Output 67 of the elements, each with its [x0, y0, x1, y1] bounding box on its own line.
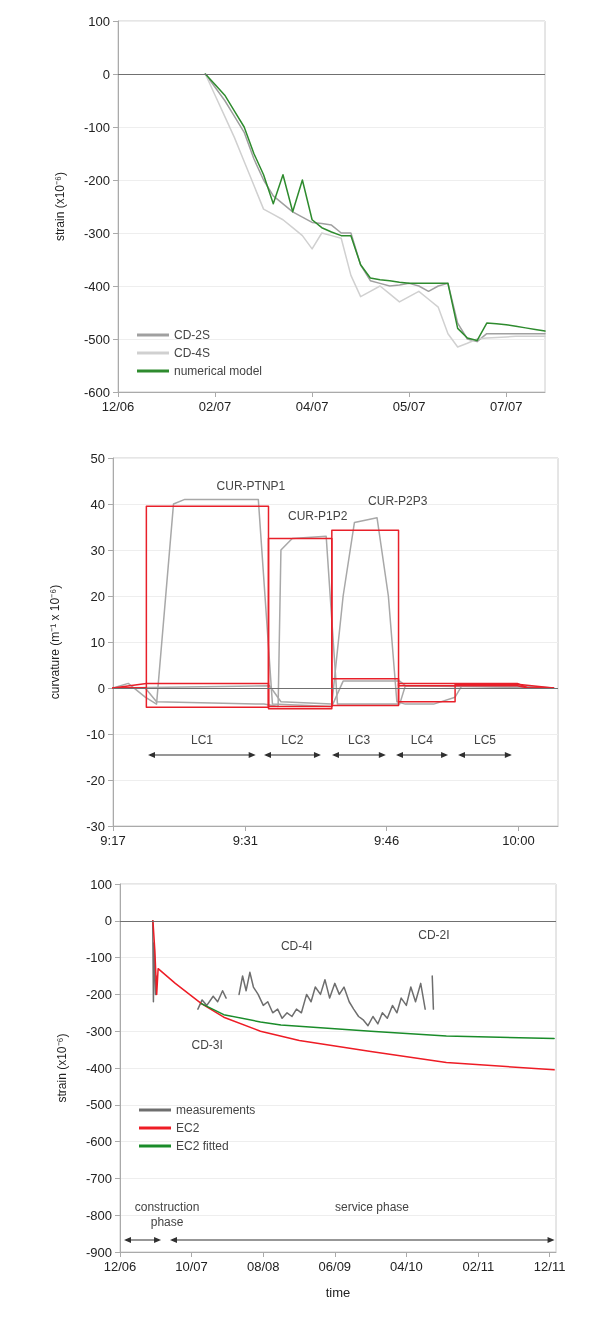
x-tick-label: 04/10 — [390, 1259, 423, 1274]
y-tick-label: 10 — [90, 634, 105, 650]
annotation: LC3 — [348, 733, 371, 749]
annotation: LC4 — [410, 733, 433, 749]
y-tick-label: -800 — [85, 1207, 112, 1223]
annotation: CD-2I — [418, 927, 450, 943]
y-tick-label: 100 — [90, 876, 112, 892]
x-tick-label: 12/06 — [103, 1259, 137, 1274]
y-tick-label: 100 — [88, 13, 110, 29]
x-tick-label: 04/07 — [295, 399, 329, 414]
y-tick-label: 0 — [104, 913, 112, 929]
x-tick-label: 10/07 — [175, 1259, 208, 1274]
annotation: LC2 — [281, 733, 304, 749]
y-tick-label: -10 — [86, 726, 105, 742]
x-tick-label: 10:00 — [502, 833, 535, 848]
y-tick-label: 40 — [90, 496, 105, 512]
annotation: LC5 — [474, 733, 497, 749]
y-tick-label: -200 — [83, 172, 110, 188]
legend-label: EC2 fitted — [176, 1139, 229, 1153]
y-tick-label: -300 — [85, 1023, 112, 1039]
x-tick-label: 07/07 — [489, 399, 523, 414]
y-tick-label: 0 — [102, 66, 110, 82]
y-axis-title: strain (x10⁻⁶) — [55, 1033, 69, 1103]
x-tick-label: 02/11 — [462, 1259, 495, 1274]
annotation: CD-3I — [191, 1037, 223, 1053]
x-tick-label: 9:31 — [232, 833, 258, 848]
x-tick-label: 12/11 — [533, 1259, 566, 1274]
y-tick-label: -30 — [86, 818, 105, 834]
annotation: CUR-PTNP1 — [216, 479, 286, 495]
x-axis-title: time — [325, 1285, 351, 1300]
y-tick-label: -300 — [83, 225, 110, 241]
annotation: CUR-P2P3 — [368, 494, 428, 510]
x-tick-label: 12/06 — [101, 399, 135, 414]
legend-label: EC2 — [176, 1121, 200, 1135]
legend-label: CD-4S — [174, 346, 211, 360]
x-tick-label: 02/07 — [198, 399, 232, 414]
x-tick-label: 9:17 — [100, 833, 126, 848]
annotation: LC1 — [190, 733, 213, 749]
y-tick-label: -500 — [85, 1097, 112, 1113]
x-tick-label: 08/08 — [247, 1259, 280, 1274]
x-tick-label: 9:46 — [374, 833, 400, 848]
y-tick-label: -100 — [83, 119, 110, 135]
annotation: CD-4I — [280, 938, 313, 954]
y-axis-title: strain (x10⁻⁶) — [53, 172, 67, 241]
annotation: service phase — [334, 1199, 410, 1215]
y-tick-label: 0 — [97, 680, 105, 696]
legend-label: measurements — [176, 1103, 256, 1117]
annotation: construction phase — [133, 1199, 201, 1230]
x-tick-label: 05/07 — [392, 399, 426, 414]
y-tick-label: -500 — [83, 331, 110, 347]
y-tick-label: -100 — [85, 950, 112, 966]
y-tick-label: -700 — [85, 1170, 112, 1186]
y-tick-label: 20 — [90, 588, 105, 604]
legend-label: CD-2S — [174, 328, 211, 342]
y-tick-label: -20 — [86, 772, 105, 788]
legend-label: numerical model — [174, 364, 263, 378]
y-tick-label: -400 — [83, 278, 110, 294]
y-axis-title: curvature (m⁻¹ x 10⁻⁶) — [48, 584, 62, 700]
y-tick-label: 50 — [90, 450, 105, 466]
y-tick-label: -900 — [85, 1244, 112, 1260]
annotation: CUR-P1P2 — [288, 508, 348, 524]
y-tick-label: -600 — [85, 1134, 112, 1150]
y-tick-label: -200 — [85, 986, 112, 1002]
y-tick-label: -400 — [85, 1060, 112, 1076]
y-tick-label: 30 — [90, 542, 105, 558]
y-tick-label: -600 — [83, 384, 110, 400]
x-tick-label: 06/09 — [318, 1259, 352, 1274]
